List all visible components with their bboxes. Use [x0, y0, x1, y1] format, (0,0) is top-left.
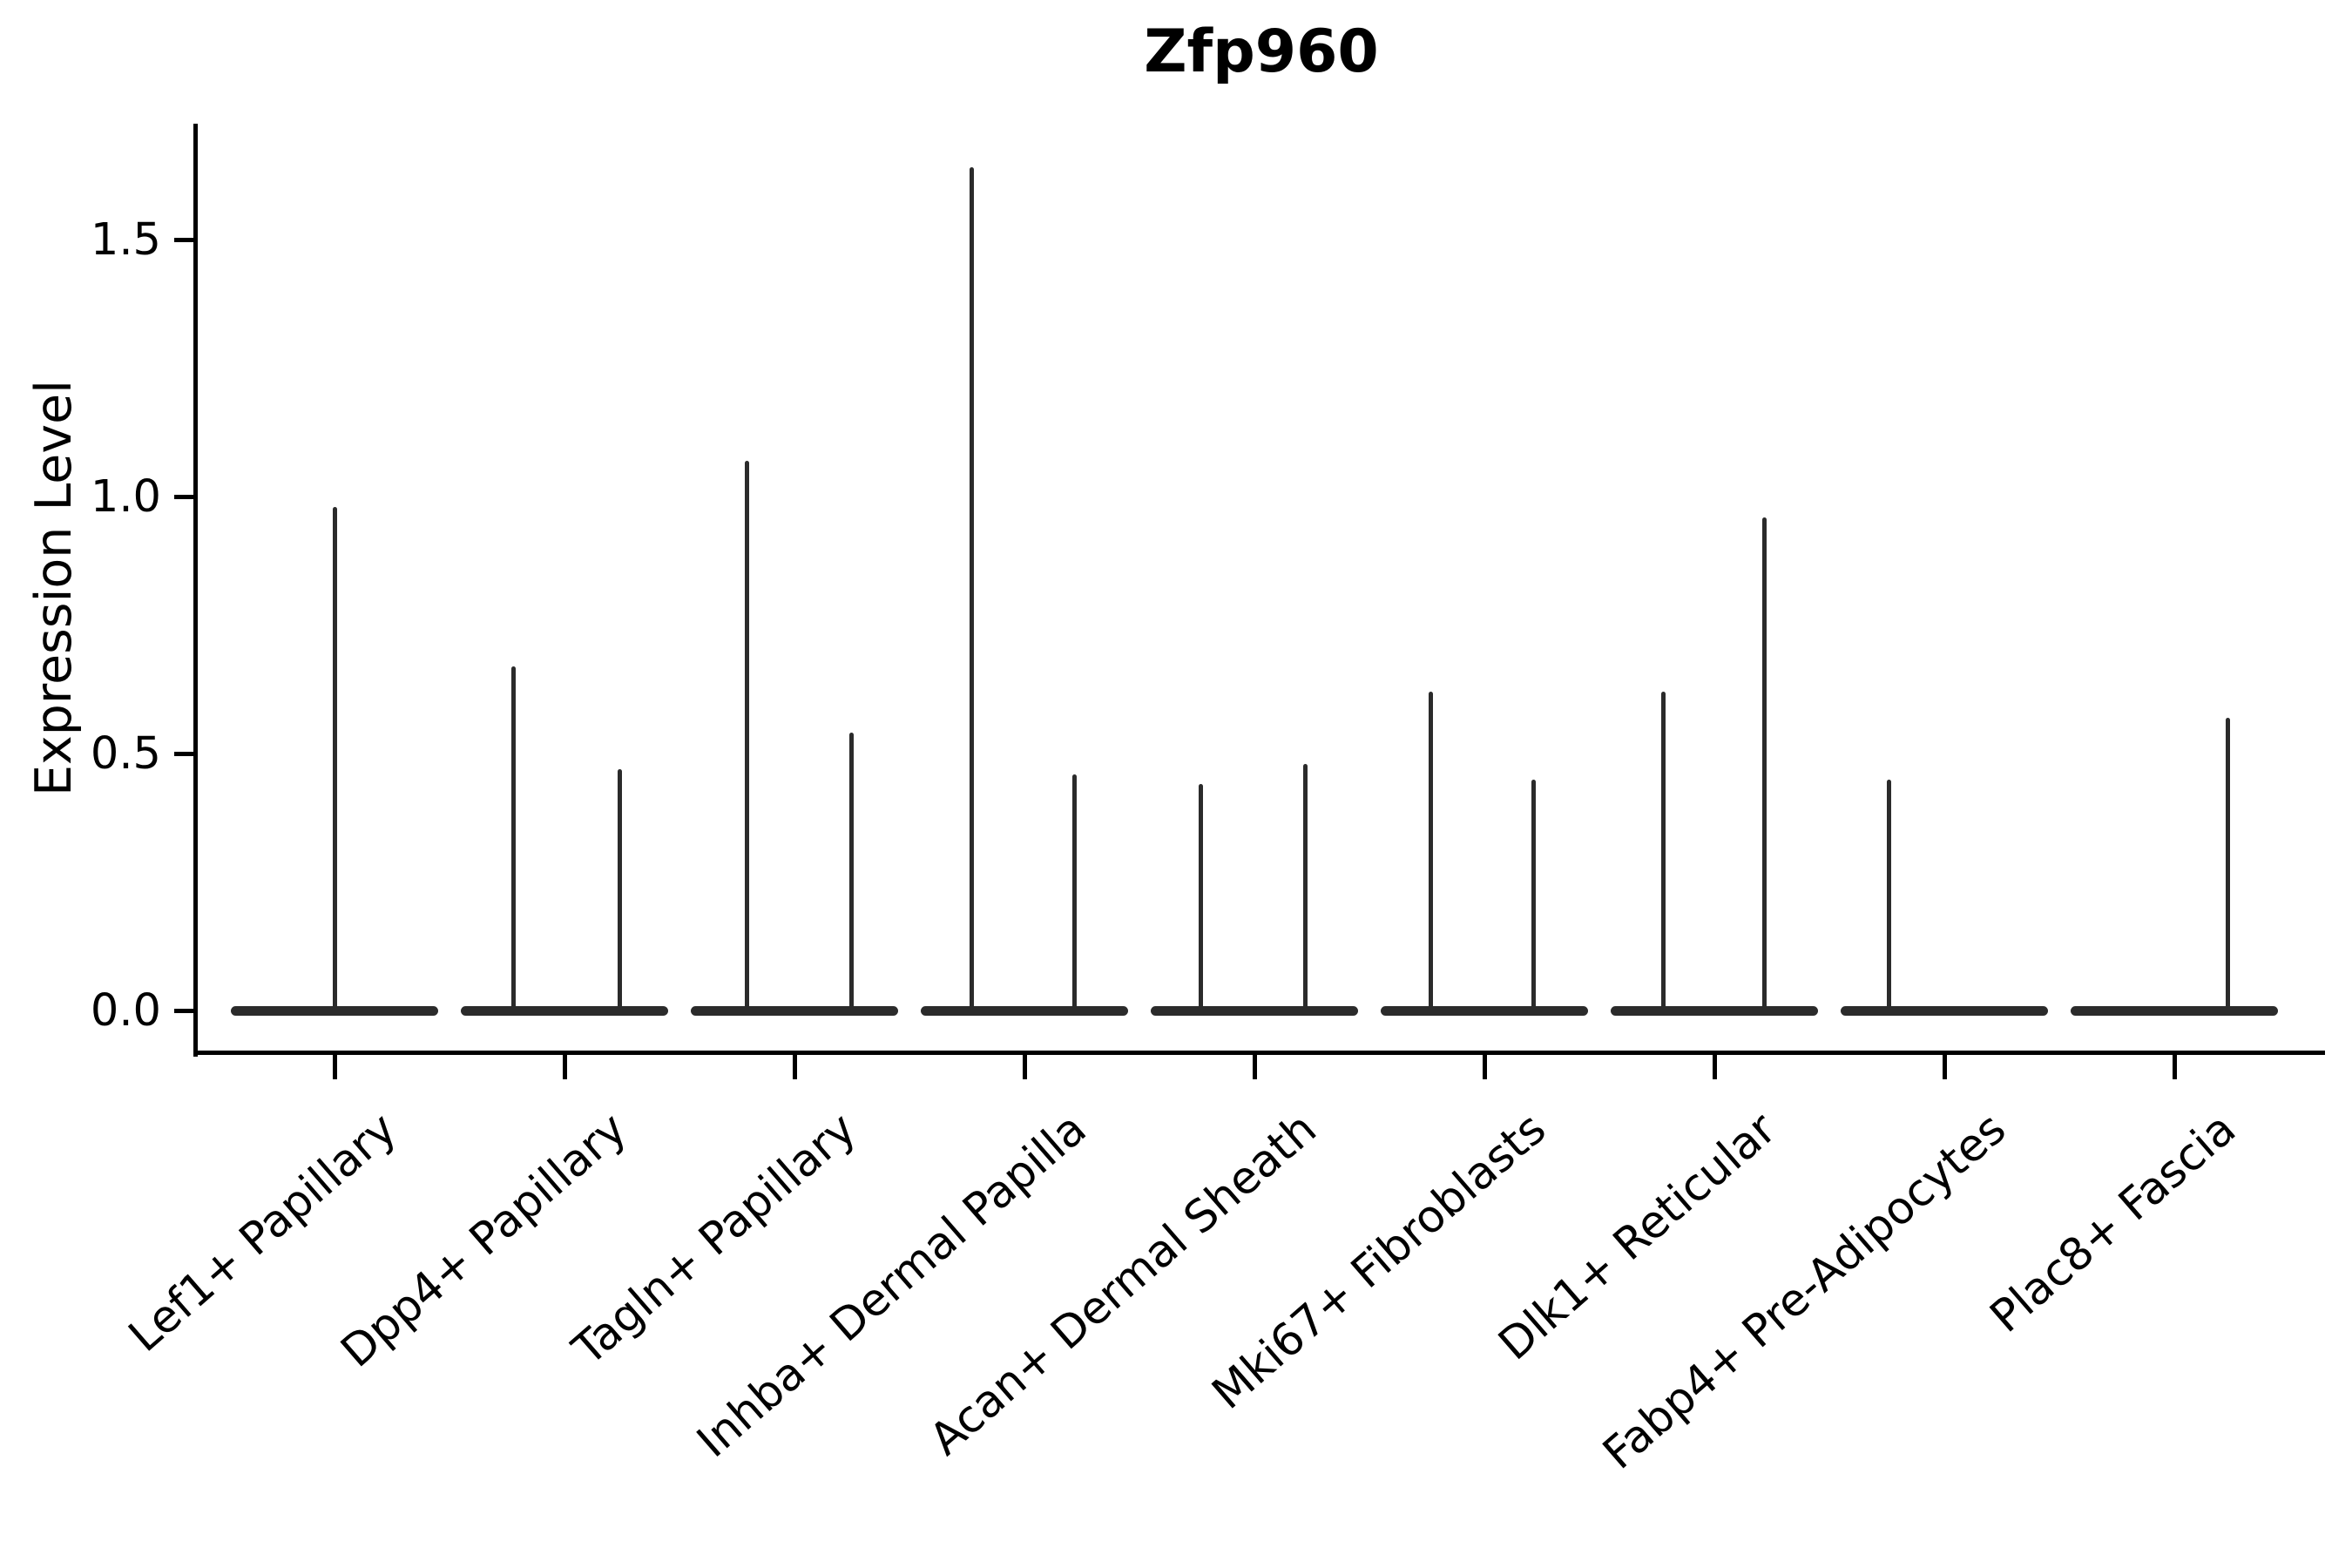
- violin-spike: [1428, 692, 1433, 1010]
- violin-body: [461, 1005, 668, 1016]
- violin-spike: [2225, 717, 2230, 1010]
- x-axis-tick: [1482, 1055, 1487, 1079]
- x-axis-tick: [332, 1055, 337, 1079]
- x-axis-tick: [1252, 1055, 1257, 1079]
- x-axis-tick-label: Acan+ Dermal Sheath: [920, 1103, 1327, 1466]
- y-axis-tick: [174, 494, 193, 499]
- violin-body: [2071, 1005, 2278, 1016]
- violin-spike: [1531, 779, 1536, 1010]
- violin-spike: [1302, 763, 1308, 1010]
- violin-body: [1381, 1005, 1588, 1016]
- violin-spike: [332, 506, 337, 1010]
- violin-spike: [744, 460, 749, 1010]
- x-axis-tick-label: Plac8+ Fascia: [1981, 1103, 2247, 1343]
- violin-spike: [1198, 784, 1203, 1010]
- y-axis-tick-label: 1.0: [90, 471, 161, 523]
- plot-title: Zfp960: [1144, 17, 1379, 86]
- violin-body: [691, 1005, 898, 1016]
- y-axis-tick-label: 0.5: [90, 728, 161, 780]
- x-axis-tick: [792, 1055, 797, 1079]
- y-axis-spine: [193, 124, 198, 1057]
- violin-spike: [510, 666, 516, 1010]
- violin-body: [231, 1005, 438, 1016]
- y-axis-tick: [174, 237, 193, 242]
- violin-spike: [1071, 774, 1077, 1010]
- violin-body: [921, 1005, 1128, 1016]
- violin-spike: [617, 768, 622, 1010]
- x-axis-tick: [562, 1055, 567, 1079]
- x-axis-tick: [2172, 1055, 2177, 1079]
- x-axis-tick: [1712, 1055, 1717, 1079]
- x-axis-tick-label: Inhba+ Dermal Papilla: [687, 1103, 1097, 1469]
- y-axis-tick-label: 0.0: [90, 985, 161, 1037]
- y-axis-tick-label: 1.5: [90, 214, 161, 266]
- violin-body: [1841, 1005, 2048, 1016]
- x-axis-tick: [1942, 1055, 1947, 1079]
- violin-body: [1151, 1005, 1358, 1016]
- x-axis-tick-label: Fabp4+ Pre-Adipocytes: [1593, 1103, 2017, 1480]
- violin-body: [1611, 1005, 1818, 1016]
- violin-spike: [1886, 779, 1891, 1010]
- x-axis-tick: [1022, 1055, 1027, 1079]
- violin-spike: [1660, 692, 1666, 1010]
- y-axis-tick: [174, 751, 193, 756]
- y-axis-tick: [174, 1008, 193, 1013]
- violin-spike: [969, 167, 974, 1010]
- x-axis-spine: [193, 1051, 2325, 1055]
- violin-spike: [848, 733, 854, 1010]
- violin-spike: [1761, 517, 1767, 1010]
